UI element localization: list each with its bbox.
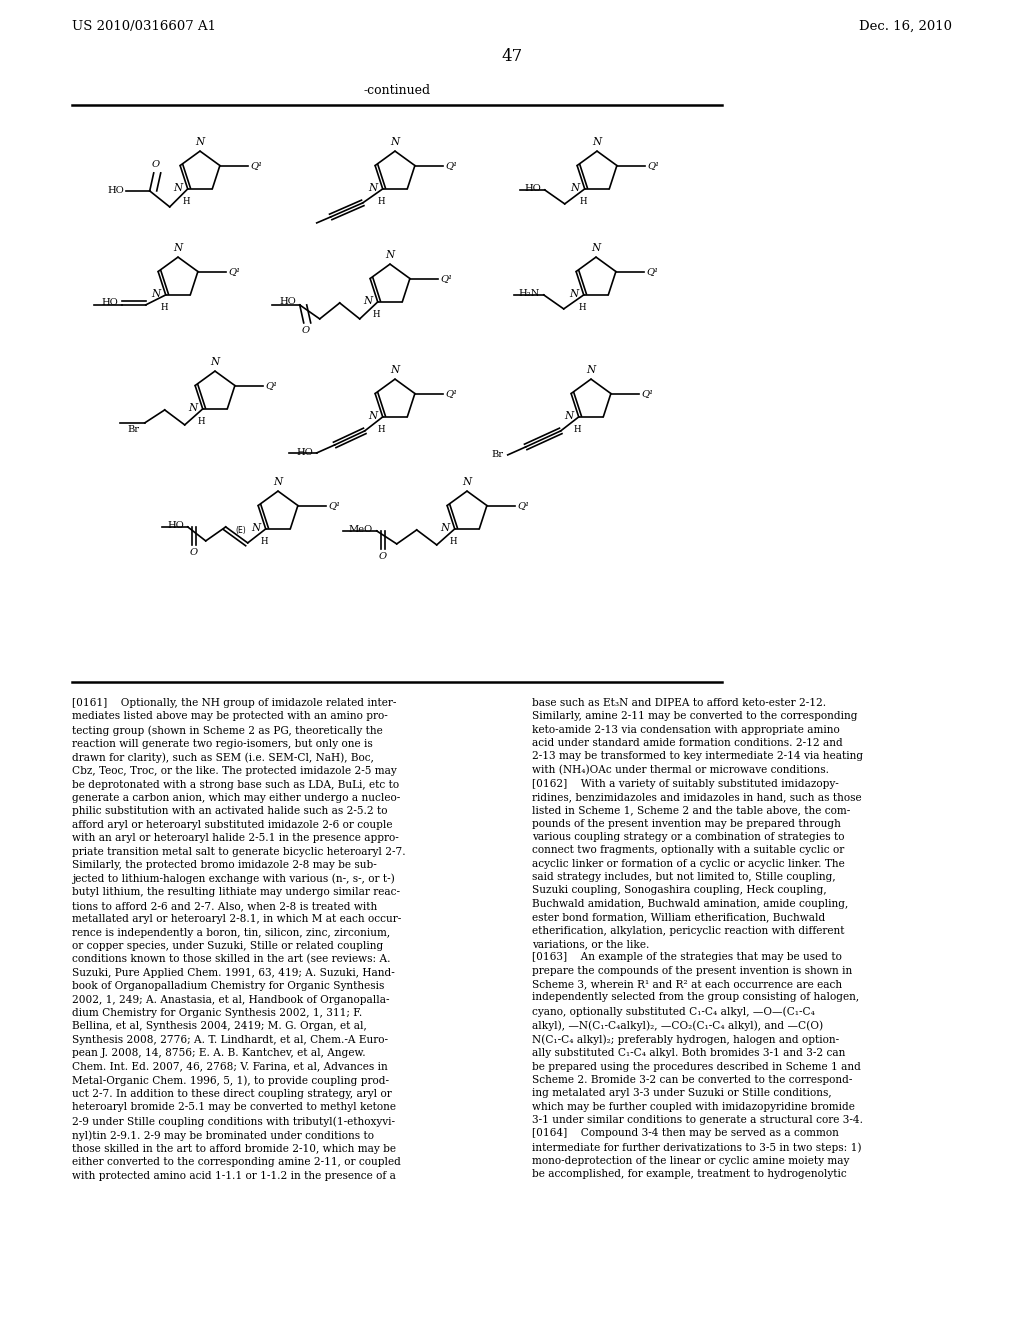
Text: -continued: -continued bbox=[364, 84, 430, 96]
Text: Q¹: Q¹ bbox=[228, 267, 241, 276]
Text: HO: HO bbox=[279, 297, 296, 306]
Text: HO: HO bbox=[167, 521, 183, 531]
Text: H: H bbox=[197, 417, 205, 425]
Text: H: H bbox=[450, 536, 457, 545]
Text: Q¹: Q¹ bbox=[265, 381, 278, 389]
Text: H: H bbox=[372, 309, 380, 318]
Text: N: N bbox=[188, 403, 198, 413]
Text: Q¹: Q¹ bbox=[440, 275, 453, 282]
Text: HO: HO bbox=[524, 185, 541, 194]
Text: N: N bbox=[173, 243, 182, 253]
Text: N: N bbox=[273, 478, 283, 487]
Text: N: N bbox=[174, 183, 183, 193]
Text: H: H bbox=[579, 302, 586, 312]
Text: HO: HO bbox=[296, 449, 312, 458]
Text: Dec. 16, 2010: Dec. 16, 2010 bbox=[859, 20, 952, 33]
Text: H: H bbox=[260, 536, 267, 545]
Text: base such as Et₃N and DIPEA to afford keto-ester 2-12.
Similarly, amine 2-11 may: base such as Et₃N and DIPEA to afford ke… bbox=[532, 698, 863, 1179]
Text: H: H bbox=[573, 425, 581, 433]
Text: MeO: MeO bbox=[348, 525, 373, 535]
Text: 47: 47 bbox=[502, 48, 522, 65]
Text: N: N bbox=[252, 523, 261, 533]
Text: N: N bbox=[569, 289, 579, 298]
Text: N: N bbox=[587, 366, 596, 375]
Text: Q¹: Q¹ bbox=[517, 502, 529, 510]
Text: Q¹: Q¹ bbox=[641, 389, 653, 399]
Text: Q¹: Q¹ bbox=[646, 267, 658, 276]
Text: O: O bbox=[379, 552, 387, 561]
Text: N: N bbox=[592, 243, 601, 253]
Text: H: H bbox=[579, 197, 587, 206]
Text: N: N bbox=[210, 358, 219, 367]
Text: Br: Br bbox=[128, 425, 139, 434]
Text: N: N bbox=[152, 289, 161, 298]
Text: N: N bbox=[592, 137, 602, 148]
Text: N: N bbox=[369, 183, 378, 193]
Text: Q¹: Q¹ bbox=[445, 161, 458, 170]
Text: N: N bbox=[570, 183, 580, 193]
Text: N: N bbox=[440, 523, 450, 533]
Text: Q¹: Q¹ bbox=[647, 161, 659, 170]
Text: N: N bbox=[369, 411, 378, 421]
Text: H: H bbox=[182, 197, 189, 206]
Text: H₂N: H₂N bbox=[518, 289, 540, 298]
Text: N: N bbox=[390, 137, 399, 148]
Text: N: N bbox=[564, 411, 574, 421]
Text: H: H bbox=[377, 197, 385, 206]
Text: HO: HO bbox=[106, 186, 124, 195]
Text: Q¹: Q¹ bbox=[329, 502, 341, 510]
Text: N: N bbox=[364, 296, 373, 306]
Text: Q¹: Q¹ bbox=[445, 389, 458, 399]
Text: N: N bbox=[385, 251, 394, 260]
Text: Br: Br bbox=[492, 450, 504, 459]
Text: H: H bbox=[377, 425, 385, 433]
Text: Q¹: Q¹ bbox=[251, 161, 262, 170]
Text: O: O bbox=[301, 326, 309, 335]
Text: (E): (E) bbox=[234, 527, 246, 536]
Text: H: H bbox=[160, 302, 168, 312]
Text: N: N bbox=[390, 366, 399, 375]
Text: O: O bbox=[189, 548, 198, 557]
Text: N: N bbox=[463, 478, 472, 487]
Text: O: O bbox=[152, 160, 160, 169]
Text: US 2010/0316607 A1: US 2010/0316607 A1 bbox=[72, 20, 216, 33]
Text: [0161]    Optionally, the NH group of imidazole related inter-
mediates listed a: [0161] Optionally, the NH group of imida… bbox=[72, 698, 406, 1181]
Text: N: N bbox=[196, 137, 205, 148]
Text: HO: HO bbox=[101, 298, 118, 308]
